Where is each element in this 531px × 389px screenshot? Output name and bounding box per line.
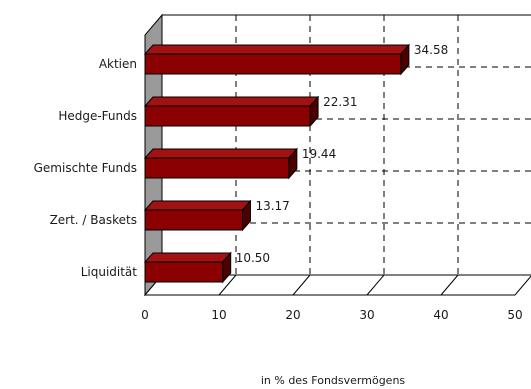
bar-front bbox=[144, 53, 402, 75]
data-label: 10.50 bbox=[236, 251, 270, 265]
bar bbox=[143, 251, 232, 284]
data-label: 34.58 bbox=[414, 43, 448, 57]
bar-top bbox=[143, 44, 411, 55]
back-wall-border bbox=[162, 14, 531, 16]
data-label: 13.17 bbox=[255, 199, 289, 213]
gridlines bbox=[162, 15, 531, 296]
x-tick-label: 30 bbox=[359, 308, 374, 322]
category-label: Aktien bbox=[99, 57, 137, 71]
floor-gridline bbox=[440, 274, 459, 296]
category-label: Hedge-Funds bbox=[58, 109, 137, 123]
data-labels: 34.58 22.31 19.44 13.17 10.50 bbox=[236, 43, 449, 265]
bar-front bbox=[144, 157, 290, 179]
category-label: Zert. / Baskets bbox=[50, 213, 137, 227]
x-tick-label: 0 bbox=[141, 308, 149, 322]
bar bbox=[143, 199, 252, 232]
floor-gridline bbox=[366, 274, 385, 296]
bar bbox=[143, 43, 411, 76]
bar-front bbox=[144, 209, 243, 231]
bar-top bbox=[143, 148, 298, 159]
bar-front bbox=[144, 105, 311, 127]
x-axis-title: in % des Fondsvermögens bbox=[261, 374, 406, 387]
category-label: Gemischte Funds bbox=[34, 161, 137, 175]
x-tick-labels: 0 10 20 30 40 50 bbox=[141, 308, 522, 322]
x-tick-label: 20 bbox=[285, 308, 300, 322]
x-tick-label: 40 bbox=[433, 308, 448, 322]
data-label: 22.31 bbox=[323, 95, 357, 109]
data-label: 19.44 bbox=[302, 147, 336, 161]
x-tick-label: 10 bbox=[211, 308, 226, 322]
bar bbox=[143, 95, 320, 128]
bar-top bbox=[143, 96, 320, 107]
category-labels: Aktien Hedge-Funds Gemischte Funds Zert. / … bbox=[34, 57, 138, 279]
x-tick-label: 50 bbox=[507, 308, 522, 322]
bar-front bbox=[144, 261, 224, 283]
bar bbox=[143, 147, 298, 180]
floor-gridline bbox=[292, 274, 311, 296]
bars bbox=[143, 43, 411, 284]
bar-top bbox=[143, 252, 232, 263]
category-label: Liquidität bbox=[81, 265, 138, 279]
floor-gridline bbox=[218, 274, 237, 296]
bar-top bbox=[143, 200, 252, 211]
